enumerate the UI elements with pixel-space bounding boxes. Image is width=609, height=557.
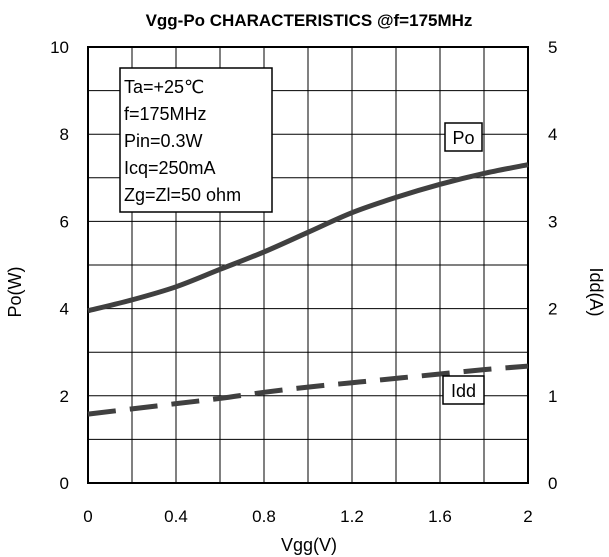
y-tick-label: 4 (60, 300, 69, 319)
x-tick-labels: 0 0.4 0.8 1.2 1.6 2 (83, 507, 532, 526)
y2-tick-label: 3 (548, 212, 557, 231)
x-tick-label: 0.8 (252, 507, 276, 526)
y2-tick-labels: 0 1 2 3 4 5 (548, 38, 557, 493)
grid (88, 47, 528, 483)
conditions-box: Ta=+25℃ f=175MHz Pin=0.3W Icq=250mA Zg=Z… (119, 67, 273, 213)
idd-label-frame (442, 375, 485, 405)
y-tick-label: 8 (60, 125, 69, 144)
condition-impedance: Zg=Zl=50 ohm (124, 185, 241, 205)
y-tick-label: 2 (60, 387, 69, 406)
x-tick-label: 1.6 (428, 507, 452, 526)
plot-frame (87, 46, 529, 484)
series-line-po (87, 162, 529, 314)
idd-series-label: Idd (442, 375, 485, 405)
chart-title: Vgg-Po CHARACTERISTICS @f=175MHz (146, 11, 473, 30)
idd-label-text: Idd (451, 381, 476, 401)
y-tick-label: 10 (50, 38, 69, 57)
x-tick-label: 0 (83, 507, 92, 526)
conditions-box-frame (119, 67, 273, 213)
x-tick-label: 2 (523, 507, 532, 526)
y2-tick-label: 4 (548, 125, 557, 144)
condition-ta: Ta=+25℃ (124, 77, 204, 97)
y-tick-label: 6 (60, 212, 69, 231)
series-layer (87, 162, 529, 417)
y2-tick-label: 2 (548, 300, 557, 319)
x-tick-label: 1.2 (340, 507, 364, 526)
x-tick-label: 0.4 (164, 507, 188, 526)
y2-tick-label: 1 (548, 387, 557, 406)
y-axis-label: Po(W) (5, 267, 25, 318)
x-axis-label: Vgg(V) (281, 535, 337, 555)
y2-tick-label: 0 (548, 474, 557, 493)
po-series-label: Po (444, 122, 483, 152)
condition-freq: f=175MHz (124, 104, 207, 124)
y-tick-labels: 0 2 4 6 8 10 (50, 38, 69, 493)
y2-axis-label: Idd(A) (586, 267, 606, 316)
po-label-frame (444, 122, 483, 152)
po-label-text: Po (452, 128, 474, 148)
y-tick-label: 0 (60, 474, 69, 493)
y2-tick-label: 5 (548, 38, 557, 57)
condition-pin: Pin=0.3W (124, 131, 203, 151)
condition-icq: Icq=250mA (124, 158, 216, 178)
series-line-idd (87, 363, 529, 417)
